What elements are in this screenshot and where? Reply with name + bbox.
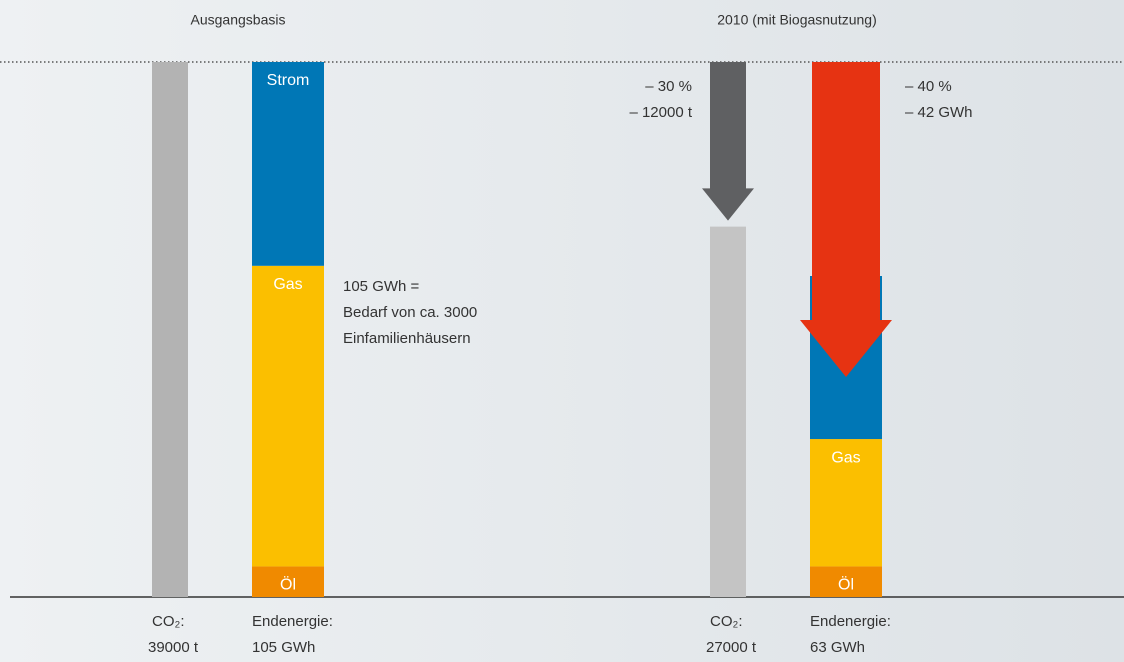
energy-label: Endenergie: bbox=[252, 613, 333, 630]
co2-bar bbox=[152, 62, 188, 597]
energy-segment bbox=[252, 62, 324, 266]
energy-label: Endenergie: bbox=[810, 613, 891, 630]
energy-arrow bbox=[800, 62, 892, 377]
energy-segment bbox=[252, 265, 324, 567]
co2-arrow-label: – 12000 t bbox=[629, 104, 692, 121]
co2-label: CO₂: bbox=[152, 613, 185, 630]
co2-label: CO₂: bbox=[710, 613, 743, 630]
co2-value: 39000 t bbox=[148, 639, 199, 656]
energy-segment bbox=[810, 439, 882, 567]
segment-label: Öl bbox=[838, 576, 854, 594]
group-title: Ausgangsbasis bbox=[191, 12, 286, 28]
segment-label: Strom bbox=[267, 72, 310, 89]
segment-label: Öl bbox=[280, 576, 296, 594]
segment-label: Gas bbox=[273, 276, 302, 293]
annotation: Einfamilienhäusern bbox=[343, 330, 471, 347]
segment-label: Gas bbox=[831, 449, 860, 466]
energy-arrow-label: – 42 GWh bbox=[905, 104, 973, 121]
co2-arrow-percent: – 30 % bbox=[645, 78, 692, 95]
co2-value: 27000 t bbox=[706, 639, 757, 656]
co2-arrow bbox=[702, 62, 754, 221]
energy-segment bbox=[810, 566, 882, 597]
energy-value: 105 GWh bbox=[252, 639, 315, 656]
energy-arrow-percent: – 40 % bbox=[905, 78, 952, 95]
group-title: 2010 (mit Biogasnutzung) bbox=[717, 12, 877, 28]
energy-value: 63 GWh bbox=[810, 639, 865, 656]
annotation: 105 GWh = bbox=[343, 278, 420, 295]
co2-bar bbox=[710, 226, 746, 597]
energy-segment bbox=[252, 566, 324, 597]
annotation: Bedarf von ca. 3000 bbox=[343, 304, 477, 321]
